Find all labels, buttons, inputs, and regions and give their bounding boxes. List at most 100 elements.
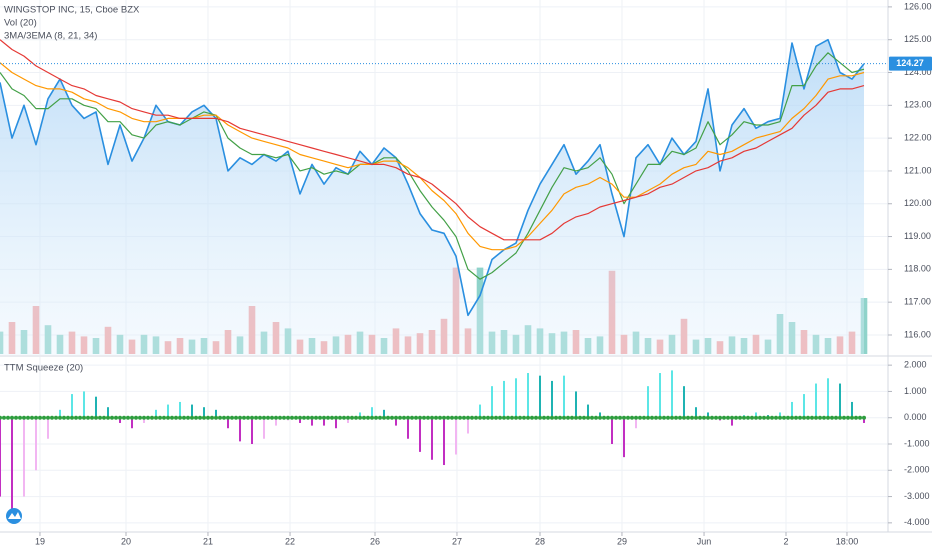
squeeze-dot [10, 415, 14, 420]
squeeze-bar [503, 380, 505, 418]
squeeze-dot [830, 415, 834, 420]
squeeze-bar [323, 417, 325, 426]
squeeze-dot [358, 415, 362, 420]
squeeze-dot [314, 415, 318, 420]
squeeze-dot [374, 415, 378, 420]
squeeze-dot [574, 415, 578, 420]
squeeze-dot [178, 415, 182, 420]
squeeze-dot [506, 415, 510, 420]
squeeze-dot [578, 415, 582, 420]
squeeze-dot [142, 415, 146, 420]
squeeze-dot [650, 415, 654, 420]
chart-title: WINGSTOP INC, 15, Cboe BZX [4, 5, 140, 16]
x-tick-label: 27 [452, 536, 462, 546]
squeeze-bar [263, 417, 265, 439]
y-tick-label: 118.00 [904, 264, 931, 274]
squeeze-dot [590, 415, 594, 420]
squeeze-dot [658, 415, 662, 420]
squeeze-dot [274, 415, 278, 420]
squeeze-dot [134, 415, 138, 420]
squeeze-bar [47, 417, 49, 439]
squeeze-dot [862, 415, 866, 420]
squeeze-bar [695, 407, 697, 418]
squeeze-bar [803, 394, 805, 418]
squeeze-dot [530, 415, 534, 420]
squeeze-dot [42, 415, 46, 420]
squeeze-dot [378, 415, 382, 420]
squeeze-dot [822, 415, 826, 420]
y-tick-label: -4.000 [904, 517, 930, 527]
squeeze-dot [662, 415, 666, 420]
squeeze-dot [534, 415, 538, 420]
squeeze-bar [779, 412, 781, 418]
squeeze-dot [66, 415, 70, 420]
squeeze-dot [394, 415, 398, 420]
squeeze-dot [714, 415, 718, 420]
squeeze-dot [110, 415, 114, 420]
squeeze-dot [94, 415, 98, 420]
squeeze-dot [702, 415, 706, 420]
squeeze-bar [683, 386, 685, 418]
squeeze-dot [154, 415, 158, 420]
y-tick-label: 125.00 [904, 34, 932, 44]
squeeze-bar [671, 370, 673, 418]
squeeze-dot [782, 415, 786, 420]
y-tick-label: 122.00 [904, 133, 932, 143]
squeeze-dot [202, 415, 206, 420]
squeeze-dot [0, 415, 2, 420]
squeeze-bar [623, 417, 625, 458]
squeeze-bar [275, 417, 277, 426]
squeeze-dot [466, 415, 470, 420]
squeeze-dot [390, 415, 394, 420]
squeeze-dot [18, 415, 22, 420]
y-tick-label: 2.000 [904, 360, 927, 370]
squeeze-dot [214, 415, 218, 420]
squeeze-dot [398, 415, 402, 420]
x-tick-label: Jun [697, 536, 712, 546]
squeeze-dot [186, 415, 190, 420]
squeeze-dot [282, 415, 286, 420]
squeeze-bar [515, 378, 517, 418]
squeeze-dot [318, 415, 322, 420]
squeeze-dot [834, 415, 838, 420]
squeeze-bar [203, 407, 205, 418]
squeeze-dot [646, 415, 650, 420]
squeeze-dot [498, 415, 502, 420]
squeeze-dot [690, 415, 694, 420]
squeeze-bar [23, 417, 25, 497]
squeeze-bar [839, 383, 841, 418]
y-tick-label: 1.000 [904, 386, 927, 396]
squeeze-dot [746, 415, 750, 420]
squeeze-dot [322, 415, 326, 420]
squeeze-dot [14, 415, 18, 420]
squeeze-dot [426, 415, 430, 420]
squeeze-dot [238, 415, 242, 420]
squeeze-dot [30, 415, 34, 420]
squeeze-bar [83, 391, 85, 418]
x-tick-label: 2 [783, 536, 788, 546]
squeeze-dot [490, 415, 494, 420]
x-tick-label: 26 [370, 536, 380, 546]
squeeze-dot [558, 415, 562, 420]
squeeze-bar [215, 409, 217, 418]
squeeze-dot [630, 415, 634, 420]
squeeze-dot [218, 415, 222, 420]
squeeze-dot [98, 415, 102, 420]
squeeze-dot [654, 415, 658, 420]
squeeze-dot [106, 415, 110, 420]
squeeze-dot [710, 415, 714, 420]
squeeze-dot [126, 415, 130, 420]
y-tick-label: 120.00 [904, 198, 932, 208]
squeeze-dot [642, 415, 646, 420]
squeeze-dot [262, 415, 266, 420]
squeeze-dot [334, 415, 338, 420]
squeeze-dot [350, 415, 354, 420]
squeeze-bar [491, 386, 493, 418]
squeeze-bar [251, 417, 253, 444]
squeeze-dot [174, 415, 178, 420]
squeeze-dot [266, 415, 270, 420]
squeeze-dot [802, 415, 806, 420]
series-line [0, 39, 865, 241]
last-price-box [889, 56, 932, 71]
squeeze-dot [74, 415, 78, 420]
